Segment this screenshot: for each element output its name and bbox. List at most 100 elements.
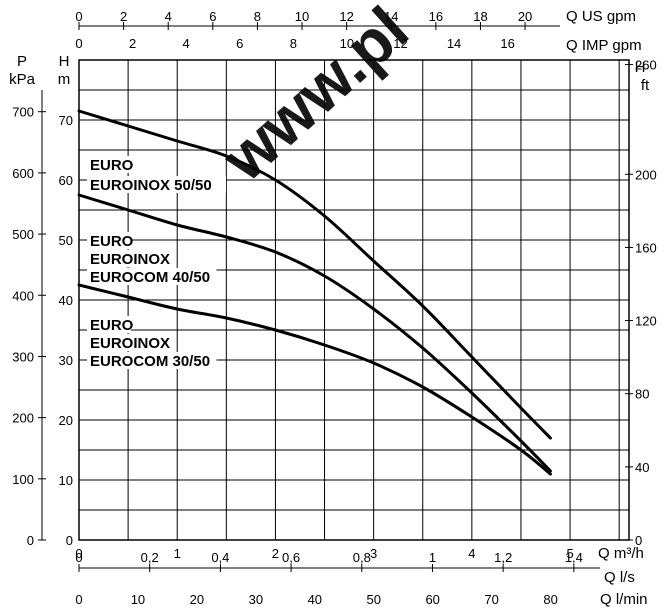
tick-label-m3h: 3 <box>370 546 377 561</box>
curve-label-bg <box>87 176 226 193</box>
tick-label-ls: 0 <box>75 550 82 565</box>
tick-label-usgpm: 18 <box>473 9 487 24</box>
tick-label-ft: 120 <box>635 314 657 329</box>
tick-label-lmin: 40 <box>308 592 322 607</box>
tick-label-usgpm: 12 <box>339 9 353 24</box>
tick-label-kpa: 700 <box>12 105 34 120</box>
tick-label-kpa: 200 <box>12 411 34 426</box>
plot-frame <box>78 59 630 541</box>
tick-label-lmin: 20 <box>190 592 204 607</box>
tick-label-usgpm: 4 <box>165 9 172 24</box>
axis-label-p: P <box>17 53 27 70</box>
curve-label-series-3: EUROINOX <box>90 335 170 352</box>
tick-label-ls: 1,4 <box>565 550 583 565</box>
tick-label-m3h: 1 <box>174 546 181 561</box>
tick-label-impgpm: 4 <box>183 36 190 51</box>
axis-label-lmin: Q l/min <box>600 591 648 608</box>
tick-label-hm: 30 <box>59 353 73 368</box>
axis-label-usgpm: Q US gpm <box>566 8 636 25</box>
curve-label-series-3: EURO <box>90 317 134 334</box>
tick-label-hm: 10 <box>59 473 73 488</box>
curve-series-1 <box>77 109 552 440</box>
tick-label-usgpm: 8 <box>254 9 261 24</box>
curve-series-2 <box>77 193 552 473</box>
tick-label-m3h: 5 <box>566 546 573 561</box>
tick-label-kpa: 0 <box>27 533 34 548</box>
tick-label-kpa: 100 <box>12 472 34 487</box>
curve-label-bg <box>87 352 217 369</box>
tick-label-usgpm: 6 <box>209 9 216 24</box>
tick-label-ft: 200 <box>635 167 657 182</box>
tick-label-impgpm: 0 <box>75 36 82 51</box>
tick-label-ft: 260 <box>635 58 657 73</box>
tick-label-kpa: 600 <box>12 166 34 181</box>
tick-label-hm: 60 <box>59 173 73 188</box>
axis-label-impgpm: Q IMP gpm <box>566 37 642 54</box>
axis-label-m3h: Q m³/h <box>598 545 644 562</box>
tick-label-impgpm: 2 <box>129 36 136 51</box>
curve-label-bg <box>87 316 131 333</box>
tick-label-impgpm: 6 <box>236 36 243 51</box>
tick-label-m3h: 2 <box>272 546 279 561</box>
tick-label-impgpm: 12 <box>393 36 407 51</box>
tick-label-lmin: 30 <box>249 592 263 607</box>
tick-label-impgpm: 16 <box>500 36 514 51</box>
axis-label-m: m <box>58 71 71 88</box>
curve-label-bg <box>87 268 217 285</box>
curve-label-bg <box>87 232 131 249</box>
curve-label-series-2: EUROINOX <box>90 251 170 268</box>
tick-label-lmin: 10 <box>131 592 145 607</box>
tick-label-lmin: 50 <box>367 592 381 607</box>
tick-label-usgpm: 16 <box>429 9 443 24</box>
tick-label-hm: 0 <box>66 533 73 548</box>
curve-label-series-2: EURO <box>90 233 134 250</box>
axis-label-ft: ft <box>641 77 650 94</box>
watermark-text: www.pl <box>208 0 422 195</box>
axis-label-h-right: H <box>635 59 646 76</box>
tick-label-kpa: 400 <box>12 288 34 303</box>
tick-label-lmin: 70 <box>484 592 498 607</box>
tick-label-ft: 40 <box>635 460 649 475</box>
tick-label-kpa: 300 <box>12 349 34 364</box>
tick-label-ls: 0,6 <box>282 550 300 565</box>
curve-label-series-1: EURO <box>90 157 134 174</box>
curve-label-bg <box>87 156 131 173</box>
tick-label-usgpm: 10 <box>295 9 309 24</box>
axis-label-kpa: kPa <box>9 71 36 88</box>
tick-label-usgpm: 2 <box>120 9 127 24</box>
tick-label-lmin: 0 <box>75 592 82 607</box>
tick-label-kpa: 500 <box>12 227 34 242</box>
tick-label-ls: 0,8 <box>353 550 371 565</box>
curve-series-3 <box>77 283 552 476</box>
curve-label-series-3: EUROCOM 30/50 <box>90 353 210 370</box>
tick-label-impgpm: 14 <box>447 36 461 51</box>
tick-label-hm: 50 <box>59 233 73 248</box>
tick-label-hm: 20 <box>59 413 73 428</box>
tick-label-ft: 80 <box>635 387 649 402</box>
tick-label-ft: 160 <box>635 240 657 255</box>
tick-label-ft: 0 <box>635 533 642 548</box>
tick-label-impgpm: 10 <box>340 36 354 51</box>
tick-label-hm: 40 <box>59 293 73 308</box>
tick-label-impgpm: 8 <box>290 36 297 51</box>
tick-label-hm: 70 <box>59 113 73 128</box>
tick-label-usgpm: 0 <box>75 9 82 24</box>
tick-label-lmin: 60 <box>425 592 439 607</box>
tick-label-usgpm: 14 <box>384 9 398 24</box>
tick-label-m3h: 0 <box>75 546 82 561</box>
curve-label-bg <box>87 334 169 351</box>
tick-label-m3h: 4 <box>468 546 475 561</box>
axis-label-h-left: H <box>59 53 70 70</box>
tick-label-lmin: 80 <box>543 592 557 607</box>
tick-label-ls: 1 <box>429 550 436 565</box>
tick-label-ls: 0,2 <box>141 550 159 565</box>
curve-label-series-2: EUROCOM 40/50 <box>90 269 210 286</box>
axis-label-ls: Q l/s <box>604 569 635 586</box>
tick-label-ls: 1,2 <box>494 550 512 565</box>
tick-label-ls: 0,4 <box>211 550 229 565</box>
curve-label-series-1: EUROINOX 50/50 <box>90 177 212 194</box>
tick-label-usgpm: 20 <box>518 9 532 24</box>
curve-label-bg <box>87 250 169 267</box>
